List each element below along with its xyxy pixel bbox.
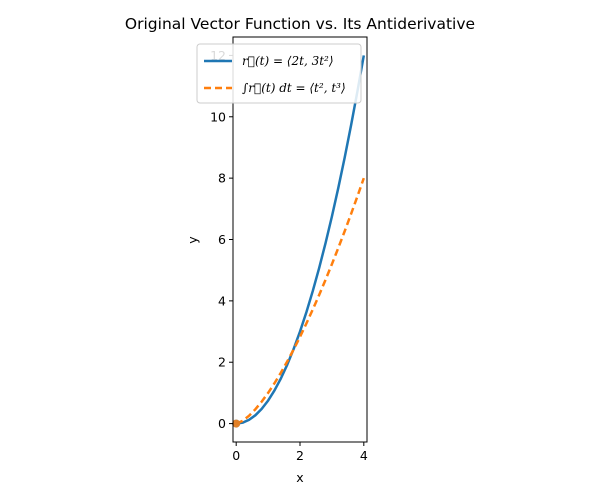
y-tick-label: 6 (218, 232, 226, 247)
y-tick-label: 8 (218, 171, 226, 186)
y-tick-label: 0 (218, 416, 226, 431)
legend-box (196, 43, 362, 104)
start-point-marker-1 (232, 419, 241, 428)
x-axis-label: x (296, 470, 303, 485)
series-layer (235, 55, 366, 425)
y-axis: 024681012 (210, 48, 233, 431)
y-tick-label: 10 (210, 109, 226, 124)
chart-title: Original Vector Function vs. Its Antider… (125, 15, 475, 33)
y-tick-label: 2 (218, 355, 226, 370)
legend-label-antiderivative: ∫r⃗(t) dt = ⟨t², t³⟩ (242, 81, 346, 95)
series-line-1 (235, 177, 365, 425)
legend-label-original: r⃗(t) = ⟨2t, 3t²⟩ (242, 54, 334, 68)
x-tick-label: 4 (360, 448, 368, 463)
y-axis-label: y (185, 236, 200, 244)
marker-layer (232, 419, 241, 428)
x-tick-label: 0 (232, 448, 240, 463)
y-tick-label: 4 (218, 293, 226, 308)
x-tick-label: 2 (296, 448, 304, 463)
x-axis: 0 2 4 (232, 442, 368, 463)
legend: r⃗(t) = ⟨2t, 3t²⟩ ∫r⃗(t) dt = ⟨t², t³⟩ (196, 43, 362, 104)
series-line-0 (236, 55, 366, 425)
